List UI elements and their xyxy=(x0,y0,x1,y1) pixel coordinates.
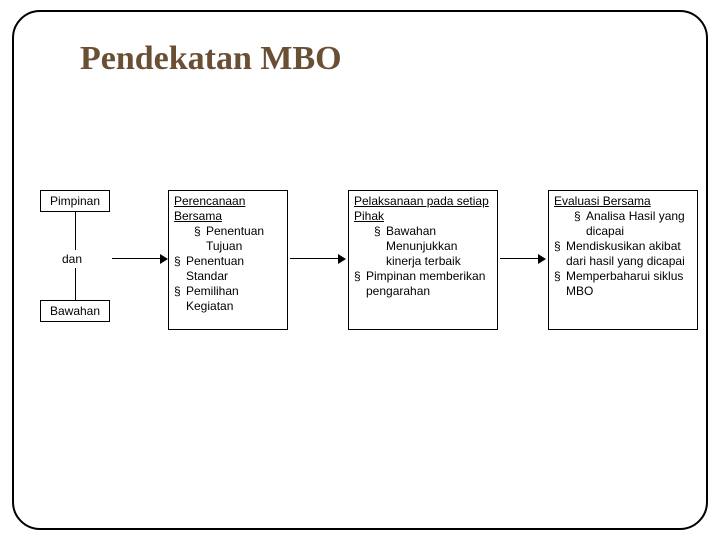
stage1-item: Penentuan Standar xyxy=(174,254,282,284)
arrow-3 xyxy=(500,258,540,259)
stage-perencanaan: Perencanaan Bersama Penentuan Tujuan Pen… xyxy=(168,190,288,330)
stage3-item: Mendiskusikan akibat dari hasil yang dic… xyxy=(554,239,692,269)
arrow-3-head xyxy=(538,254,546,264)
stage2-item: Bawahan Menunjukkan kinerja terbaik xyxy=(374,224,492,269)
stage-pelaksanaan: Pelaksanaan pada setiap Pihak Bawahan Me… xyxy=(348,190,498,330)
box-pimpinan: Pimpinan xyxy=(40,190,110,212)
arrow-2-head xyxy=(338,254,346,264)
stage-evaluasi: Evaluasi Bersama Analisa Hasil yang dica… xyxy=(548,190,698,330)
page-title: Pendekatan MBO xyxy=(80,40,342,78)
stage3-item: Analisa Hasil yang dicapai xyxy=(574,209,692,239)
stage1-item: Pemilihan Kegiatan xyxy=(174,284,282,314)
connector-top xyxy=(75,212,76,250)
stage2-heading: Pelaksanaan pada setiap Pihak xyxy=(354,194,492,224)
stage1-list: Penentuan Tujuan Penentuan Standar Pemil… xyxy=(174,224,282,314)
arrow-2 xyxy=(290,258,340,259)
stage3-heading: Evaluasi Bersama xyxy=(554,194,692,209)
connector-bottom xyxy=(75,268,76,300)
arrow-1-head xyxy=(160,254,168,264)
arrow-1 xyxy=(112,258,162,259)
stage1-item: Penentuan Tujuan xyxy=(194,224,282,254)
stage2-item: Pimpinan memberikan pengarahan xyxy=(354,269,492,299)
stage3-list: Analisa Hasil yang dicapai Mendiskusikan… xyxy=(554,209,692,299)
box-pimpinan-label: Pimpinan xyxy=(50,194,100,209)
box-bawahan: Bawahan xyxy=(40,300,110,322)
stage1-heading: Perencanaan Bersama xyxy=(174,194,282,224)
stage2-list: Bawahan Menunjukkan kinerja terbaik Pimp… xyxy=(354,224,492,299)
label-dan: dan xyxy=(62,252,82,266)
box-bawahan-label: Bawahan xyxy=(50,304,100,319)
stage3-item: Memperbaharui siklus MBO xyxy=(554,269,692,299)
